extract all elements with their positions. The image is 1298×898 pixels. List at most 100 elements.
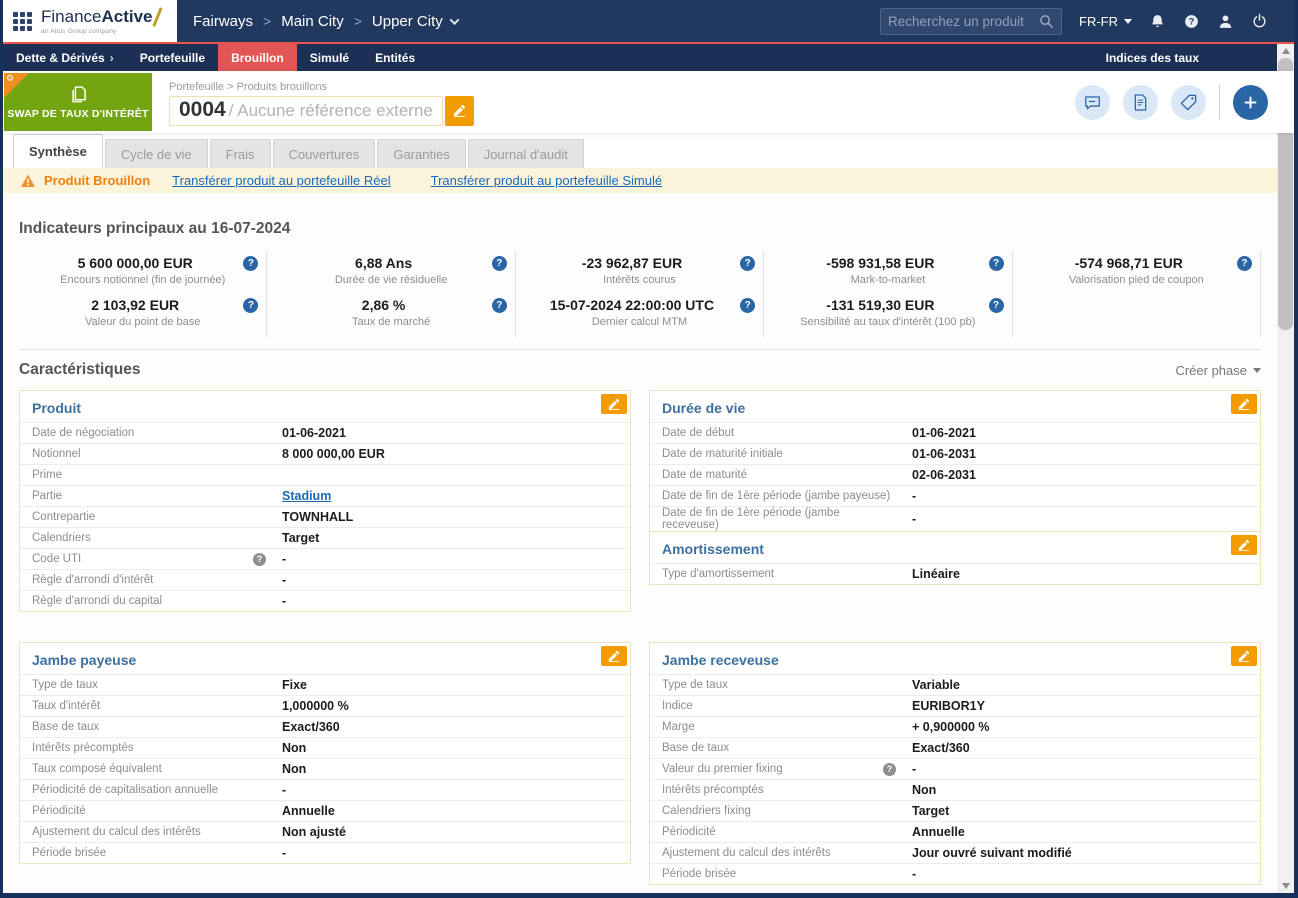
help-icon[interactable]: ? bbox=[988, 297, 1004, 313]
field-row: Périodicité ? Annuelle bbox=[650, 821, 1260, 842]
field-value: 02-06-2031 bbox=[912, 468, 976, 482]
field-row: Date de fin de 1ère période (jambe recev… bbox=[650, 506, 1260, 531]
field-value: Fixe bbox=[282, 678, 308, 692]
edit-produit-button[interactable] bbox=[601, 394, 627, 414]
field-label: Type de taux bbox=[32, 679, 98, 691]
help-icon[interactable]: ? bbox=[243, 297, 259, 313]
panel-title: Produit bbox=[32, 400, 81, 416]
nav-item-label: Entités bbox=[375, 50, 416, 65]
tab-couvertures[interactable]: Couvertures bbox=[272, 139, 376, 168]
panel-payeuse: Jambe payeuse Type de taux ? Fixe Taux d… bbox=[19, 642, 631, 864]
nav-item-label: Simulé bbox=[309, 50, 350, 65]
locale-selector[interactable]: FR-FR bbox=[1079, 14, 1132, 29]
logo-tagline: an Altus Group company bbox=[41, 27, 117, 35]
tags-button[interactable] bbox=[1171, 84, 1206, 120]
app-launcher-icon[interactable] bbox=[13, 11, 32, 31]
field-value: Jour ouvré suivant modifié bbox=[912, 846, 1072, 860]
tab-frais[interactable]: Frais bbox=[209, 139, 271, 168]
accent-divider bbox=[3, 42, 1294, 44]
field-row: Calendriers ? Target bbox=[20, 527, 630, 548]
tab-journal-d-audit[interactable]: Journal d'audit bbox=[467, 139, 584, 168]
power-icon[interactable] bbox=[1251, 13, 1268, 30]
field-label: Date de négociation bbox=[32, 427, 135, 439]
scroll-down-arrow[interactable] bbox=[1277, 879, 1294, 893]
field-label: Ajustement du calcul des intérêts bbox=[32, 826, 201, 838]
tab-garanties[interactable]: Garanties bbox=[377, 139, 466, 168]
app-logo[interactable]: Finance Active an Altus Group company bbox=[3, 0, 177, 42]
create-phase-button[interactable]: Créer phase bbox=[1175, 363, 1261, 378]
help-icon[interactable]: ? bbox=[988, 255, 1004, 271]
field-value: 8 000 000,00 EUR bbox=[282, 447, 385, 461]
chevron-down-icon bbox=[1253, 367, 1261, 373]
field-label: Indice bbox=[662, 700, 693, 712]
link-transferer-produit-au-portefeuille-simule[interactable]: Transférer produit au portefeuille Simul… bbox=[430, 173, 663, 188]
help-icon[interactable]: ? bbox=[883, 762, 896, 776]
field-row: Règle d'arrondi du capital ? - bbox=[20, 590, 630, 611]
top-bar: Finance Active an Altus Group company Fai… bbox=[3, 0, 1294, 42]
search-icon[interactable] bbox=[1039, 14, 1054, 29]
help-icon[interactable]: ? bbox=[491, 255, 507, 271]
edit-duree-button[interactable] bbox=[1231, 394, 1257, 414]
edit-reference-button[interactable] bbox=[444, 95, 474, 126]
field-row: Taux d'intérêt ? 1,000000 % bbox=[20, 695, 630, 716]
panel-duree: Durée de vie Date de début ? 01-06-2021 … bbox=[649, 390, 1261, 532]
help-icon[interactable]: ? bbox=[740, 255, 756, 271]
field-row: Règle d'arrondi d'intérêt ? - bbox=[20, 569, 630, 590]
nav-item-entites[interactable]: Entités bbox=[362, 44, 428, 71]
nav-item-brouillon[interactable]: Brouillon bbox=[218, 44, 297, 71]
field-label: Date de maturité bbox=[662, 469, 748, 481]
gear-icon: ⚙ bbox=[6, 73, 15, 83]
field-row: Base de taux ? Exact/360 bbox=[650, 737, 1260, 758]
field-label: Date de fin de 1ère période (jambe payeu… bbox=[662, 490, 891, 502]
comments-button[interactable] bbox=[1075, 84, 1110, 120]
edit-amortissement-button[interactable] bbox=[1231, 535, 1257, 555]
nav-item-portefeuille[interactable]: Portefeuille bbox=[127, 44, 218, 71]
add-button[interactable] bbox=[1233, 84, 1268, 120]
help-icon[interactable]: ? bbox=[253, 552, 266, 566]
field-row: Ajustement du calcul des intérêts ? Jour… bbox=[650, 842, 1260, 863]
draft-warning-bar: Produit Brouillon Transférer produit au … bbox=[3, 168, 1294, 193]
field-value: Target bbox=[912, 804, 950, 818]
link-transferer-produit-au-portefeuille-reel[interactable]: Transférer produit au portefeuille Réel bbox=[172, 173, 391, 188]
bell-icon[interactable] bbox=[1149, 13, 1166, 30]
indicator-value: -131 519,30 EUR bbox=[826, 297, 935, 313]
scroll-up-arrow[interactable] bbox=[1277, 44, 1294, 58]
breadcrumb-upper-city[interactable]: Upper City bbox=[372, 13, 460, 30]
field-label: Règle d'arrondi d'intérêt bbox=[32, 574, 154, 586]
breadcrumb-fairways[interactable]: Fairways bbox=[193, 13, 253, 30]
indicator-duree-de-vie-residuelle: 6,88 Ans ? Durée de vie résiduelle bbox=[275, 253, 507, 286]
tab-cycle-de-vie[interactable]: Cycle de vie bbox=[104, 139, 208, 168]
rates-index-link[interactable]: Indices des taux bbox=[1105, 50, 1199, 65]
field-label: Date de maturité initiale bbox=[662, 448, 783, 460]
edit-receveuse-button[interactable] bbox=[1231, 646, 1257, 666]
search-input[interactable] bbox=[888, 13, 1039, 29]
nav-item-simule[interactable]: Simulé bbox=[297, 44, 362, 71]
help-icon[interactable]: ? bbox=[243, 255, 259, 271]
user-icon[interactable] bbox=[1217, 13, 1234, 30]
breadcrumb-main-city[interactable]: Main City bbox=[281, 13, 344, 30]
field-label: Type de taux bbox=[662, 679, 728, 691]
edit-payeuse-button[interactable] bbox=[601, 646, 627, 666]
field-row: Indice ? EURIBOR1Y bbox=[650, 695, 1260, 716]
pencil-icon bbox=[608, 650, 620, 662]
field-label: Code UTI bbox=[32, 553, 82, 565]
field-label: Date de début bbox=[662, 427, 735, 439]
nav-item-dette-derives[interactable]: Dette & Dérivés › bbox=[3, 44, 127, 71]
documents-button[interactable] bbox=[1123, 84, 1158, 120]
field-value: - bbox=[282, 846, 287, 860]
vertical-scrollbar[interactable] bbox=[1277, 44, 1294, 893]
tab-synthese[interactable]: Synthèse bbox=[13, 134, 103, 168]
tag-icon bbox=[1180, 94, 1197, 110]
warning-icon bbox=[21, 174, 35, 187]
help-icon[interactable]: ? bbox=[1236, 255, 1252, 271]
help-icon[interactable]: ? bbox=[1183, 13, 1200, 30]
help-icon[interactable]: ? bbox=[491, 297, 507, 313]
field-label: Ajustement du calcul des intérêts bbox=[662, 847, 831, 859]
indicator-value: -574 968,71 EUR bbox=[1074, 255, 1183, 271]
field-row: Période brisée ? - bbox=[20, 842, 630, 863]
link-stadium[interactable]: Stadium bbox=[282, 489, 332, 503]
help-icon[interactable]: ? bbox=[740, 297, 756, 313]
actions-divider bbox=[1219, 85, 1220, 119]
field-label: Base de taux bbox=[662, 742, 730, 754]
